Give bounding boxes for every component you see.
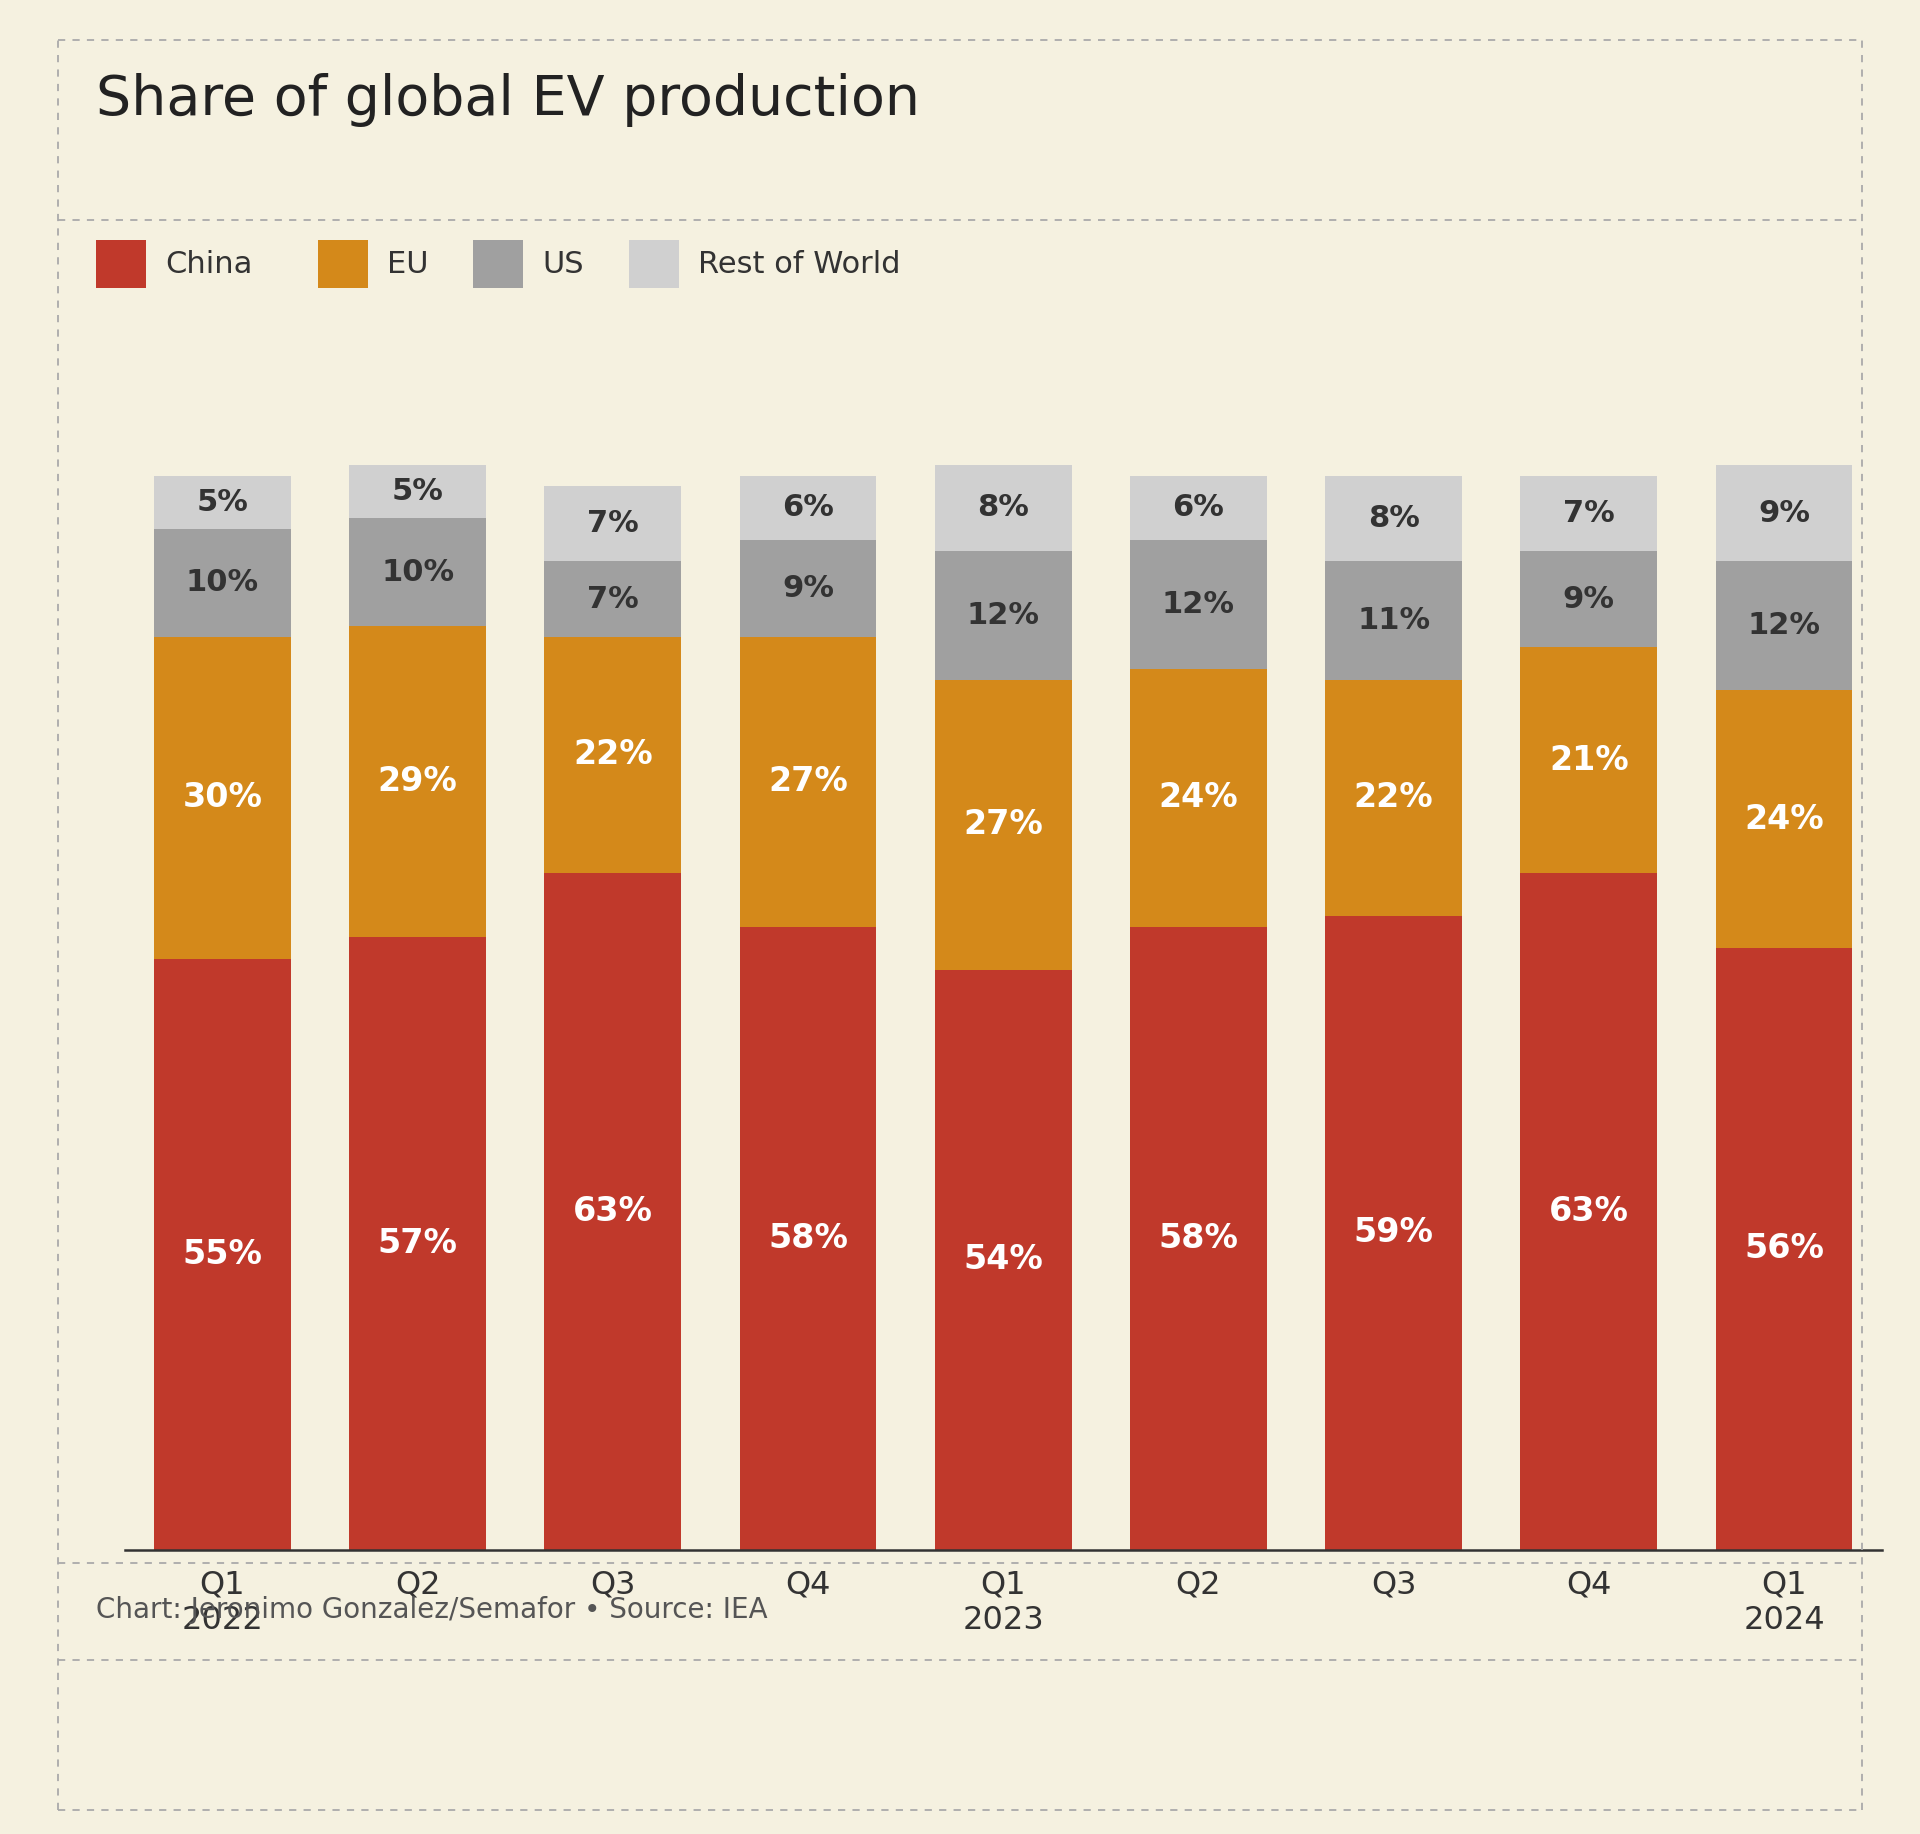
Bar	[1131, 669, 1267, 926]
Text: 9%: 9%	[1563, 585, 1615, 614]
Bar	[1521, 647, 1657, 873]
Bar	[349, 519, 486, 625]
Bar	[935, 550, 1071, 680]
Bar	[349, 464, 486, 519]
Bar	[349, 625, 486, 937]
Text: Rest of World: Rest of World	[699, 249, 900, 279]
Bar	[1716, 690, 1853, 948]
Text: 21%: 21%	[1549, 745, 1628, 776]
Text: 6%: 6%	[781, 493, 833, 523]
Bar	[1131, 475, 1267, 539]
Text: 10%: 10%	[380, 558, 455, 587]
Text: 6%: 6%	[1173, 493, 1225, 523]
Text: EU: EU	[386, 249, 428, 279]
Bar	[545, 486, 682, 561]
Bar	[935, 680, 1071, 970]
Text: 7%: 7%	[588, 510, 639, 539]
Bar	[739, 636, 876, 926]
Text: 12%: 12%	[1747, 611, 1820, 640]
Bar	[154, 530, 290, 636]
Bar	[154, 959, 290, 1550]
Bar	[1716, 561, 1853, 690]
Text: 24%: 24%	[1743, 803, 1824, 836]
Text: Share of global EV production: Share of global EV production	[96, 73, 920, 127]
Text: 9%: 9%	[781, 574, 833, 603]
Text: 7%: 7%	[588, 585, 639, 614]
Bar	[1131, 539, 1267, 669]
Text: 29%: 29%	[378, 765, 457, 798]
Text: 9%: 9%	[1759, 499, 1811, 528]
Text: 55%: 55%	[182, 1238, 263, 1271]
Text: 27%: 27%	[768, 765, 849, 798]
Text: 12%: 12%	[966, 602, 1041, 629]
Text: 5%: 5%	[392, 477, 444, 506]
Text: 8%: 8%	[1367, 504, 1419, 534]
Bar	[739, 926, 876, 1550]
Bar	[1521, 550, 1657, 647]
Bar	[545, 636, 682, 873]
Text: 63%: 63%	[1549, 1196, 1628, 1227]
Text: 11%: 11%	[1357, 605, 1430, 635]
Text: 7%: 7%	[1563, 499, 1615, 528]
Text: 56%: 56%	[1743, 1232, 1824, 1265]
Text: 22%: 22%	[572, 739, 653, 772]
Text: 22%: 22%	[1354, 781, 1434, 814]
Text: 12%: 12%	[1162, 591, 1235, 618]
Text: 10%: 10%	[186, 569, 259, 598]
Text: 58%: 58%	[1158, 1221, 1238, 1254]
Bar	[1325, 915, 1461, 1550]
Text: 8%: 8%	[977, 493, 1029, 523]
Text: 58%: 58%	[768, 1221, 849, 1254]
Bar	[1325, 475, 1461, 561]
Bar	[545, 561, 682, 636]
Text: 54%: 54%	[964, 1243, 1043, 1276]
Bar	[935, 970, 1071, 1550]
Text: 30%: 30%	[182, 781, 263, 814]
Text: US: US	[541, 249, 584, 279]
Text: Chart: Jeronimo Gonzalez/Semafor • Source: IEA: Chart: Jeronimo Gonzalez/Semafor • Sourc…	[96, 1596, 768, 1623]
Text: 59%: 59%	[1354, 1216, 1434, 1249]
Bar	[935, 464, 1071, 550]
Bar	[154, 475, 290, 530]
Bar	[1131, 926, 1267, 1550]
Bar	[349, 937, 486, 1550]
Bar	[739, 475, 876, 539]
Text: 63%: 63%	[572, 1196, 653, 1227]
Text: 24%: 24%	[1158, 781, 1238, 814]
Text: 27%: 27%	[964, 809, 1043, 842]
Bar	[1325, 680, 1461, 915]
Bar	[1716, 464, 1853, 561]
Text: 57%: 57%	[378, 1227, 457, 1260]
Bar	[739, 539, 876, 636]
Bar	[1716, 948, 1853, 1550]
Text: 5%: 5%	[196, 488, 248, 517]
Bar	[1325, 561, 1461, 680]
Bar	[1521, 873, 1657, 1550]
Text: SEMAFOR: SEMAFOR	[131, 1717, 390, 1761]
Text: China: China	[165, 249, 253, 279]
Bar	[154, 636, 290, 959]
Bar	[545, 873, 682, 1550]
Bar	[1521, 475, 1657, 550]
